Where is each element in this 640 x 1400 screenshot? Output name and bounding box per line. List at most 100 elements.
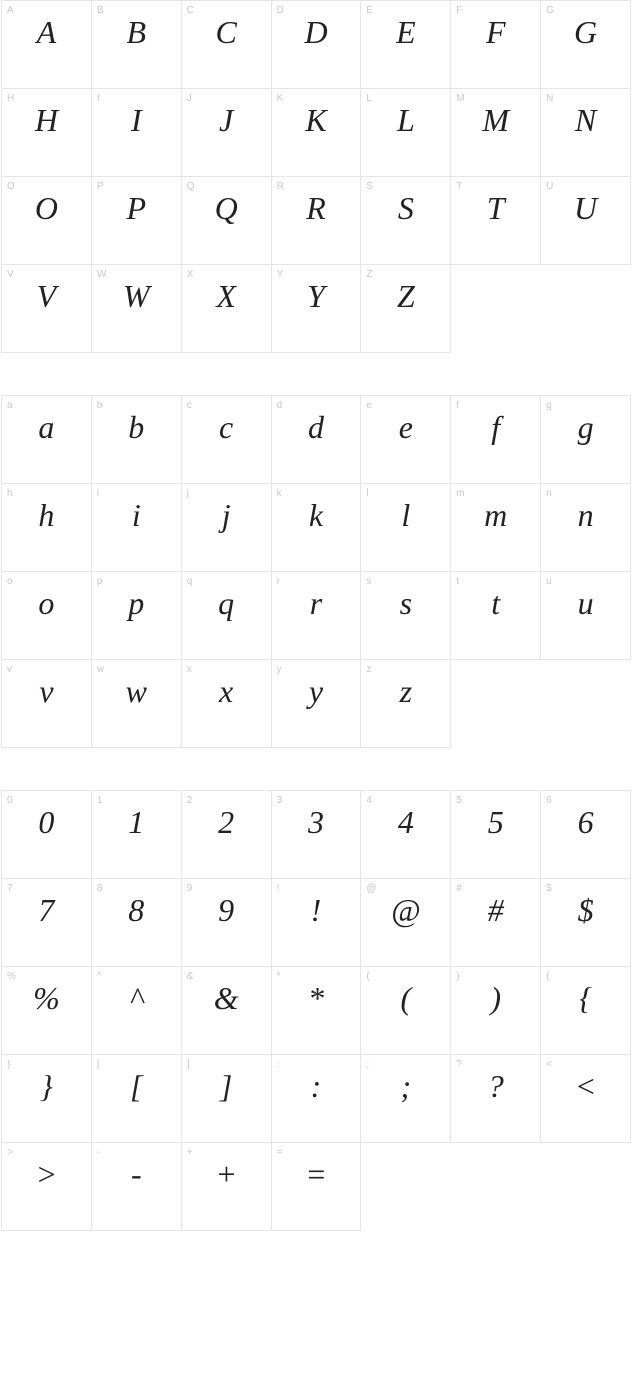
glyph-cell[interactable]: WW [92,265,182,353]
glyph-cell[interactable]: << [541,1055,631,1143]
glyph-cell-glyph: P [92,189,181,227]
glyph-cell[interactable]: FF [451,1,541,89]
glyph-cell[interactable]: @@ [361,879,451,967]
glyph-cell[interactable]: [[ [92,1055,182,1143]
glyph-cell[interactable]: == [272,1143,362,1231]
glyph-cell[interactable]: EE [361,1,451,89]
glyph-cell-glyph: y [272,672,361,710]
glyph-cell[interactable]: bb [92,396,182,484]
glyph-cell[interactable]: DD [272,1,362,89]
empty-cell [541,660,631,748]
glyph-cell[interactable]: YY [272,265,362,353]
glyph-cell[interactable]: ## [451,879,541,967]
glyph-cell[interactable]: ww [92,660,182,748]
glyph-cell[interactable]: GG [541,1,631,89]
glyph-cell[interactable]: vv [2,660,92,748]
glyph-cell[interactable]: ss [361,572,451,660]
glyph-cell[interactable]: JJ [182,89,272,177]
glyph-cell[interactable]: ZZ [361,265,451,353]
glyph-cell[interactable]: $$ [541,879,631,967]
glyph-cell-glyph: > [2,1155,91,1193]
glyph-cell-glyph: t [451,584,540,622]
glyph-cell[interactable]: CC [182,1,272,89]
glyph-cell[interactable]: jj [182,484,272,572]
glyph-cell[interactable]: tt [451,572,541,660]
glyph-cell[interactable]: gg [541,396,631,484]
glyph-cell[interactable]: :: [272,1055,362,1143]
glyph-cell[interactable]: nn [541,484,631,572]
glyph-cell-glyph: B [92,13,181,51]
glyph-cell[interactable]: HH [2,89,92,177]
glyph-cell[interactable]: TT [451,177,541,265]
glyph-cell-glyph: k [272,496,361,534]
glyph-cell[interactable]: LL [361,89,451,177]
glyph-cell[interactable]: 88 [92,879,182,967]
glyph-cell[interactable]: %% [2,967,92,1055]
glyph-cell[interactable]: NN [541,89,631,177]
glyph-cell[interactable]: 00 [2,791,92,879]
glyph-cell[interactable]: kk [272,484,362,572]
glyph-cell[interactable]: ff [451,396,541,484]
glyph-cell[interactable]: XX [182,265,272,353]
glyph-cell-glyph: ] [182,1067,271,1105]
glyph-cell[interactable]: }} [2,1055,92,1143]
glyph-cell[interactable]: uu [541,572,631,660]
glyph-cell[interactable]: SS [361,177,451,265]
glyph-cell[interactable]: UU [541,177,631,265]
glyph-cell[interactable]: xx [182,660,272,748]
glyph-cell[interactable]: BB [92,1,182,89]
glyph-cell[interactable]: ** [272,967,362,1055]
glyph-cell[interactable]: 33 [272,791,362,879]
glyph-cell[interactable]: AA [2,1,92,89]
glyph-cell[interactable]: -- [92,1143,182,1231]
glyph-cell[interactable]: PP [92,177,182,265]
glyph-cell-glyph: ; [361,1067,450,1105]
glyph-cell[interactable]: mm [451,484,541,572]
glyph-cell[interactable]: (( [361,967,451,1055]
glyph-cell[interactable]: 66 [541,791,631,879]
glyph-cell[interactable]: && [182,967,272,1055]
glyph-cell-glyph: # [451,891,540,929]
glyph-cell[interactable]: hh [2,484,92,572]
glyph-cell[interactable]: RR [272,177,362,265]
glyph-cell[interactable]: {{ [541,967,631,1055]
glyph-cell[interactable]: aa [2,396,92,484]
glyph-cell[interactable]: 22 [182,791,272,879]
glyph-cell[interactable]: 44 [361,791,451,879]
empty-cell [361,1143,451,1231]
glyph-cell[interactable]: !! [272,879,362,967]
glyph-cell[interactable]: >> [2,1143,92,1231]
glyph-cell-glyph: d [272,408,361,446]
glyph-cell[interactable]: ?? [451,1055,541,1143]
glyph-cell[interactable]: VV [2,265,92,353]
glyph-cell[interactable]: MM [451,89,541,177]
glyph-cell[interactable]: QQ [182,177,272,265]
glyph-cell[interactable]: rr [272,572,362,660]
glyph-cell[interactable]: OO [2,177,92,265]
glyph-cell[interactable]: ;; [361,1055,451,1143]
glyph-cell[interactable]: II [92,89,182,177]
glyph-cell[interactable]: KK [272,89,362,177]
glyph-cell[interactable]: ee [361,396,451,484]
glyph-cell[interactable]: zz [361,660,451,748]
glyph-cell[interactable]: pp [92,572,182,660]
glyph-cell[interactable]: dd [272,396,362,484]
glyph-cell[interactable]: ^^ [92,967,182,1055]
glyph-cell[interactable]: ++ [182,1143,272,1231]
glyph-cell[interactable]: qq [182,572,272,660]
glyph-cell[interactable]: ll [361,484,451,572]
glyph-cell[interactable]: ii [92,484,182,572]
glyph-cell[interactable]: oo [2,572,92,660]
glyph-cell[interactable]: cc [182,396,272,484]
glyph-cell[interactable]: )) [451,967,541,1055]
glyph-cell[interactable]: ]] [182,1055,272,1143]
glyph-cell[interactable]: 55 [451,791,541,879]
glyph-cell[interactable]: 77 [2,879,92,967]
glyph-cell[interactable]: yy [272,660,362,748]
glyph-cell[interactable]: 11 [92,791,182,879]
glyph-cell[interactable]: 99 [182,879,272,967]
glyph-cell-glyph: = [272,1155,361,1193]
glyph-cell-glyph: v [2,672,91,710]
glyph-cell-glyph: z [361,672,450,710]
glyph-cell-glyph: { [541,979,630,1017]
